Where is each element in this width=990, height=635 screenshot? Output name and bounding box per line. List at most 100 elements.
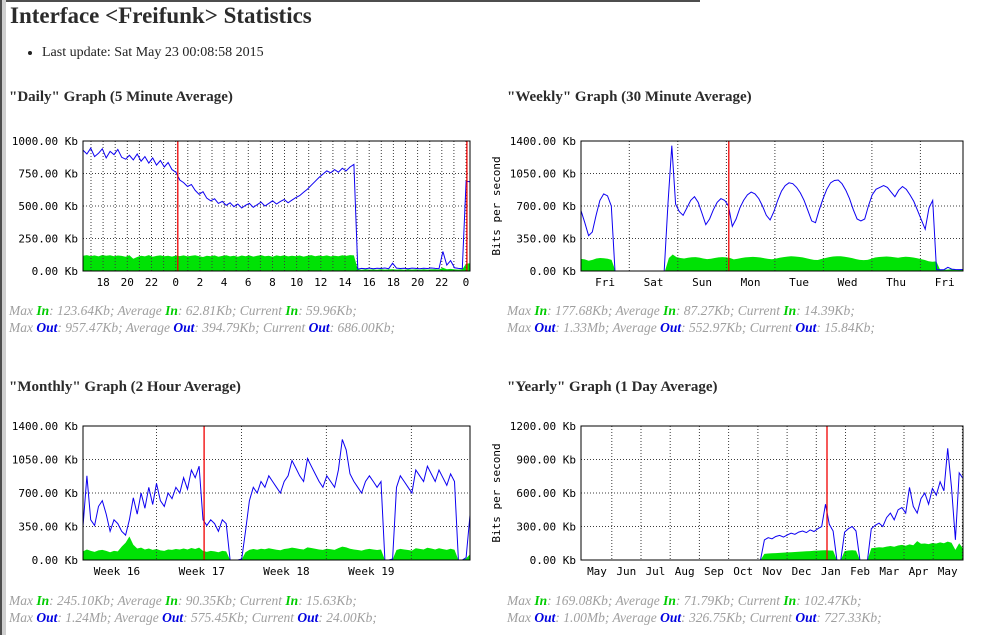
out-label: Out	[36, 320, 58, 335]
weekly-x-tick: Wed	[838, 276, 858, 289]
weekly-x-tick: Sun	[692, 276, 712, 289]
daily-x-tick: 18	[96, 276, 109, 289]
yearly-stats-in: Max In: 169.08Kb; Average In: 71.79Kb; C…	[507, 593, 862, 608]
daily-stats-in: Max In: 123.64Kb; Average In: 62.81Kb; C…	[9, 303, 357, 318]
monthly-y-tick: 0.00 Kb	[32, 554, 78, 567]
yearly-x-tick: Jul	[646, 565, 666, 578]
monthly-in-area	[83, 536, 470, 560]
daily-x-tick: 4	[221, 276, 228, 289]
yearly-y-tick: 300.00 Kb	[516, 521, 576, 534]
yearly-graph-title: "Yearly" Graph (1 Day Average)	[507, 379, 718, 395]
in-label: In	[285, 593, 299, 608]
weekly-x-tick: Fri	[935, 276, 955, 289]
page-top-border	[0, 0, 700, 2]
daily-x-tick: 14	[338, 276, 352, 289]
daily-x-tick: 22	[435, 276, 448, 289]
daily-x-tick: 20	[121, 276, 134, 289]
yearly-x-tick: Dec	[792, 565, 812, 578]
in-label: In	[285, 303, 299, 318]
daily-stats: Max In: 123.64Kb; Average In: 62.81Kb; C…	[9, 302, 395, 336]
monthly-stats-in: Max In: 245.10Kb; Average In: 90.35Kb; C…	[9, 593, 357, 608]
out-label: Out	[795, 610, 817, 625]
yearly-y-tick: 900.00 Kb	[516, 454, 576, 467]
yearly-stats-out: Max Out: 1.00Mb; Average Out: 326.75Kb; …	[507, 610, 882, 625]
monthly-graph-title: "Monthly" Graph (2 Hour Average)	[9, 379, 241, 395]
daily-y-tick: 750.00 Kb	[18, 168, 78, 181]
yearly-stats: Max In: 169.08Kb; Average In: 71.79Kb; C…	[507, 592, 882, 626]
yearly-x-tick: Nov	[762, 565, 782, 578]
weekly-graph-image: 1400.00 Kb 1050.00 Kb 700.00 Kb 350.00 Kb 0.…	[490, 135, 964, 289]
page-left-margin	[2, 0, 6, 635]
weekly-stats-in: Max In: 177.68Kb; Average In: 87.27Kb; C…	[507, 303, 855, 318]
daily-x-tick: 20	[411, 276, 424, 289]
weekly-out-line	[580, 145, 964, 272]
daily-x-tick: 16	[363, 276, 376, 289]
yearly-x-tick: Feb	[850, 565, 870, 578]
page-title: Interface <Freifunk> Statistics	[10, 3, 312, 28]
out-label: Out	[795, 320, 817, 335]
weekly-graph-title: "Weekly" Graph (30 Minute Average)	[507, 89, 752, 105]
weekly-x-tick: Sat	[644, 276, 664, 289]
daily-y-tick: 250.00 Kb	[18, 233, 78, 246]
out-label: Out	[162, 610, 184, 625]
out-label: Out	[660, 320, 682, 335]
in-label: In	[663, 303, 676, 318]
yearly-y-tick: 600.00 Kb	[516, 487, 576, 500]
monthly-y-tick: 350.00 Kb	[18, 521, 78, 534]
yearly-x-tick: May	[587, 565, 607, 578]
in-label: In	[663, 593, 676, 608]
page-left-border	[0, 0, 2, 635]
in-label: In	[36, 593, 50, 608]
daily-x-tick: 0	[172, 276, 179, 289]
daily-x-tick: 8	[269, 276, 276, 289]
yearly-out-line	[581, 448, 964, 561]
monthly-x-tick: Week 16	[94, 565, 140, 578]
daily-x-tick: 18	[387, 276, 400, 289]
weekly-stats: Max In: 177.68Kb; Average In: 87.27Kb; C…	[507, 302, 875, 336]
monthly-stats-out: Max Out: 1.24Mb; Average Out: 575.45Kb; …	[9, 610, 377, 625]
out-label: Out	[297, 610, 319, 625]
weekly-x-tick: Mon	[741, 276, 761, 289]
weekly-x-tick: Thu	[886, 276, 906, 289]
yearly-x-tick: Jan	[821, 565, 841, 578]
in-label: In	[783, 593, 797, 608]
monthly-y-tick: 1050.00 Kb	[12, 454, 78, 467]
yearly-x-tick: May	[938, 565, 958, 578]
yearly-y-tick: 1200.00 Kb	[510, 420, 576, 433]
in-label: In	[36, 303, 50, 318]
yearly-x-tick: Aug	[675, 565, 695, 578]
monthly-out-line	[82, 439, 471, 561]
daily-graph-image: 1000.00 Kb 750.00 Kb 500.00 Kb 250.00 Kb 0.0…	[12, 135, 471, 289]
weekly-y-tick: 1400.00 Kb	[510, 135, 576, 148]
weekly-x-tick: Fri	[595, 276, 615, 289]
monthly-stats: Max In: 245.10Kb; Average In: 90.35Kb; C…	[9, 592, 377, 626]
weekly-stats-out: Max Out: 1.33Mb; Average Out: 552.97Kb; …	[507, 320, 875, 335]
weekly-y-tick: 0.00 Kb	[530, 265, 576, 278]
monthly-graph-image: 1400.00 Kb 1050.00 Kb 700.00 Kb 350.00 Kb 0.…	[12, 420, 471, 578]
daily-out-line	[82, 147, 471, 270]
weekly-y-tick: 700.00 Kb	[516, 200, 576, 213]
daily-y-tick: 1000.00 Kb	[12, 135, 78, 148]
monthly-y-tick: 1400.00 Kb	[12, 420, 78, 433]
monthly-x-tick: Week 19	[348, 565, 394, 578]
in-label: In	[783, 303, 797, 318]
weekly-y-tick: 1050.00 Kb	[510, 168, 576, 181]
daily-stats-out: Max Out: 957.47Kb; Average Out: 394.79Kb…	[9, 320, 395, 335]
daily-x-tick: 10	[290, 276, 303, 289]
update-list: Last update: Sat May 23 00:08:58 2015	[16, 45, 264, 61]
daily-x-tick: 22	[145, 276, 158, 289]
monthly-y-tick: 700.00 Kb	[18, 487, 78, 500]
out-label: Out	[173, 320, 195, 335]
yearly-x-tick: Jun	[616, 565, 636, 578]
yearly-x-tick: Sep	[704, 565, 724, 578]
daily-y-tick: 0.00 Kb	[32, 265, 78, 278]
yearly-x-tick: Oct	[733, 565, 753, 578]
daily-x-tick: 12	[314, 276, 327, 289]
yearly-x-tick: Mar	[879, 565, 899, 578]
monthly-x-tick: Week 18	[263, 565, 309, 578]
yearly-in-area	[581, 541, 963, 560]
daily-in-area	[83, 255, 470, 271]
in-label: In	[534, 593, 548, 608]
monthly-x-tick: Week 17	[179, 565, 225, 578]
